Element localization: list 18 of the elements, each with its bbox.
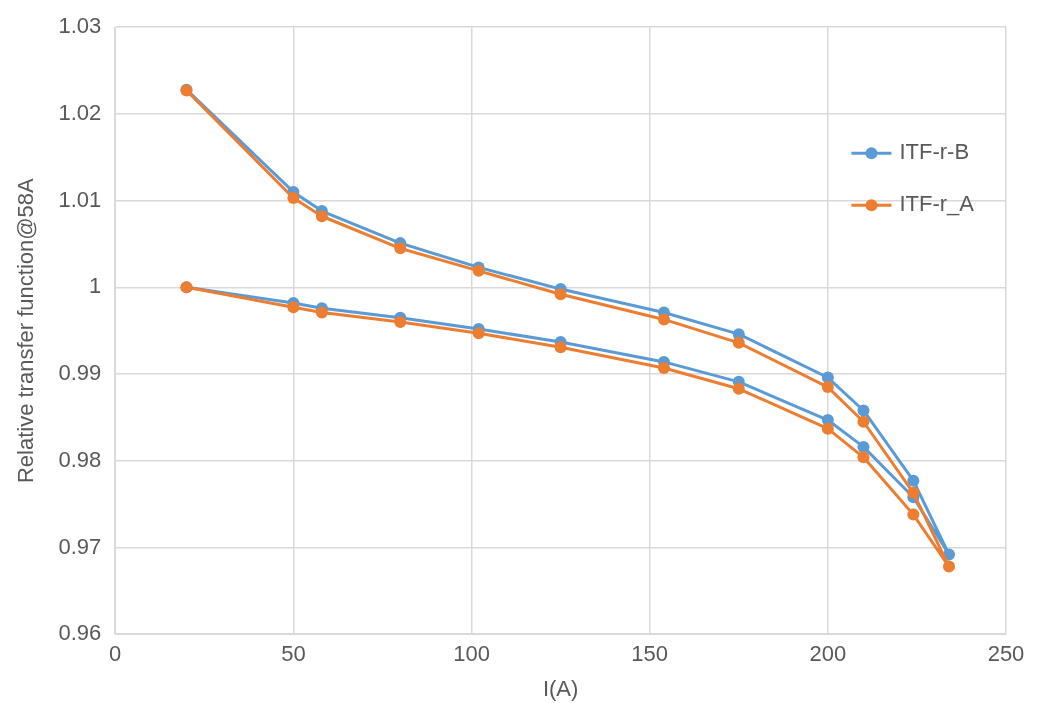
x-tick-label: 50 <box>281 641 306 667</box>
x-axis-title: I(A) <box>542 675 579 701</box>
y-axis-title: Relative transfer function@58A <box>13 177 39 484</box>
legend-label: ITF-r_A <box>899 191 975 217</box>
y-tick-label: 1.03 <box>58 13 102 39</box>
legend-label: ITF-r-B <box>899 139 970 165</box>
x-tick-label: 250 <box>987 641 1025 667</box>
x-tick-label: 0 <box>109 641 122 667</box>
y-tick-label: 1.01 <box>58 186 102 212</box>
y-tick-label: 1.02 <box>58 99 102 125</box>
y-tick-label: 0.99 <box>58 360 102 386</box>
y-tick-label: 0.96 <box>58 620 102 646</box>
x-tick-label: 150 <box>631 641 669 667</box>
y-tick-label: 1 <box>88 273 102 299</box>
x-tick-label: 200 <box>809 641 847 667</box>
y-tick-label: 0.97 <box>58 533 102 559</box>
y-tick-label: 0.98 <box>58 446 102 472</box>
x-tick-label: 100 <box>453 641 490 667</box>
